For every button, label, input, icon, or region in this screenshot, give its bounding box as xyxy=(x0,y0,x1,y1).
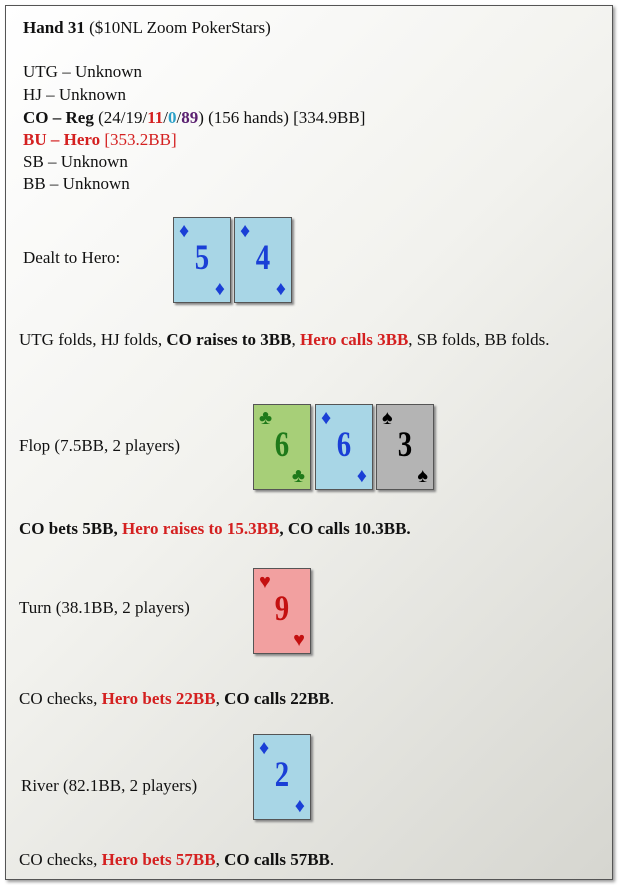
header: Hand 31 ($10NL Zoom PokerStars) xyxy=(23,17,271,39)
suit: ♦ xyxy=(294,795,305,817)
stats: / xyxy=(176,108,182,127)
suit: ♦ xyxy=(240,220,251,242)
action: CO calls 57BB xyxy=(224,850,330,869)
suit: ♠ xyxy=(382,407,393,429)
rank: 6 xyxy=(274,424,290,464)
rank: 4 xyxy=(255,237,271,277)
player-line: UTG – Unknown xyxy=(23,62,142,81)
rank: 2 xyxy=(274,754,290,794)
suit: ♦ xyxy=(259,737,270,759)
action-line: CO checks, Hero bets 22BB, CO calls 22BB… xyxy=(19,688,334,710)
action: , xyxy=(279,519,288,538)
rank: 3 xyxy=(397,424,413,464)
action: , xyxy=(291,330,300,349)
player-line: BB – Unknown xyxy=(23,174,130,193)
action: , xyxy=(215,689,225,708)
suit: ♦ xyxy=(214,278,225,300)
card: ♦ 6 ♦ xyxy=(315,404,373,490)
card: ♥ 9 ♥ xyxy=(253,568,311,654)
action: CO bets 5BB xyxy=(19,519,114,538)
stats: / xyxy=(163,108,168,127)
stack: [353.2BB] xyxy=(100,130,177,149)
action: Hero bets 22BB xyxy=(101,689,216,708)
suit: ♠ xyxy=(417,465,428,487)
site: ($10NL Zoom PokerStars) xyxy=(89,18,271,37)
stat: 0 xyxy=(167,108,177,127)
street-label: River (82.1BB, 2 players) xyxy=(21,776,198,795)
stats: (24/19/ xyxy=(93,108,148,127)
street-label: Turn (38.1BB, 2 players) xyxy=(19,598,190,617)
suit: ♣ xyxy=(259,407,273,429)
action: CO raises to 3BB xyxy=(166,330,292,349)
suit: ♦ xyxy=(179,220,190,242)
suit: ♦ xyxy=(275,278,286,300)
card: ♦ 5 ♦ xyxy=(173,217,231,303)
card: ♦ 2 ♦ xyxy=(253,734,311,820)
suit: ♥ xyxy=(293,629,305,651)
player-line: SB – Unknown xyxy=(23,152,128,171)
action: . xyxy=(406,519,411,538)
card: ♦ 4 ♦ xyxy=(234,217,292,303)
action: CO checks, xyxy=(19,689,102,708)
action: Hero raises to 15.3BB xyxy=(121,519,280,538)
suit: ♦ xyxy=(356,465,367,487)
player-line: HJ – Unknown xyxy=(23,85,126,104)
street-label: Flop (7.5BB, 2 players) xyxy=(19,436,181,455)
action: , SB folds, BB folds. xyxy=(408,330,550,349)
action: UTG folds, HJ folds, xyxy=(19,330,167,349)
action: CO checks, xyxy=(19,850,102,869)
player-line: BU – Hero [353.2BB] xyxy=(23,129,177,151)
action: , xyxy=(113,519,122,538)
seat: BU – Hero xyxy=(23,130,101,149)
action: Hero calls 3BB xyxy=(299,330,409,349)
action: CO calls 10.3BB xyxy=(287,519,407,538)
action-line: CO checks, Hero bets 57BB, CO calls 57BB… xyxy=(19,849,334,871)
suit: ♥ xyxy=(259,571,271,593)
action-line: CO bets 5BB, Hero raises to 15.3BB, CO c… xyxy=(19,518,411,540)
action: . xyxy=(329,850,335,869)
stat: 11 xyxy=(147,108,164,127)
action: CO calls 22BB xyxy=(224,689,330,708)
suit: ♣ xyxy=(291,465,305,487)
suit: ♦ xyxy=(321,407,332,429)
stat: 89 xyxy=(181,108,199,127)
stats: ) (156 hands) [334.9BB] xyxy=(198,108,366,127)
action: Hero bets 57BB xyxy=(101,850,216,869)
rank: 5 xyxy=(194,237,210,277)
seat: CO – Reg xyxy=(23,108,94,127)
action-line: UTG folds, HJ folds, CO raises to 3BB, H… xyxy=(19,329,579,351)
rank: 9 xyxy=(274,588,290,628)
player-line: CO – Reg (24/19/11/0/89) (156 hands) [33… xyxy=(23,107,365,129)
action: , xyxy=(215,850,225,869)
hand-number: Hand 31 xyxy=(23,18,85,37)
card: ♣ 6 ♣ xyxy=(253,404,311,490)
card: ♠ 3 ♠ xyxy=(376,404,434,490)
action: . xyxy=(329,689,335,708)
rank: 6 xyxy=(336,424,352,464)
street-label: Dealt to Hero: xyxy=(23,248,121,267)
